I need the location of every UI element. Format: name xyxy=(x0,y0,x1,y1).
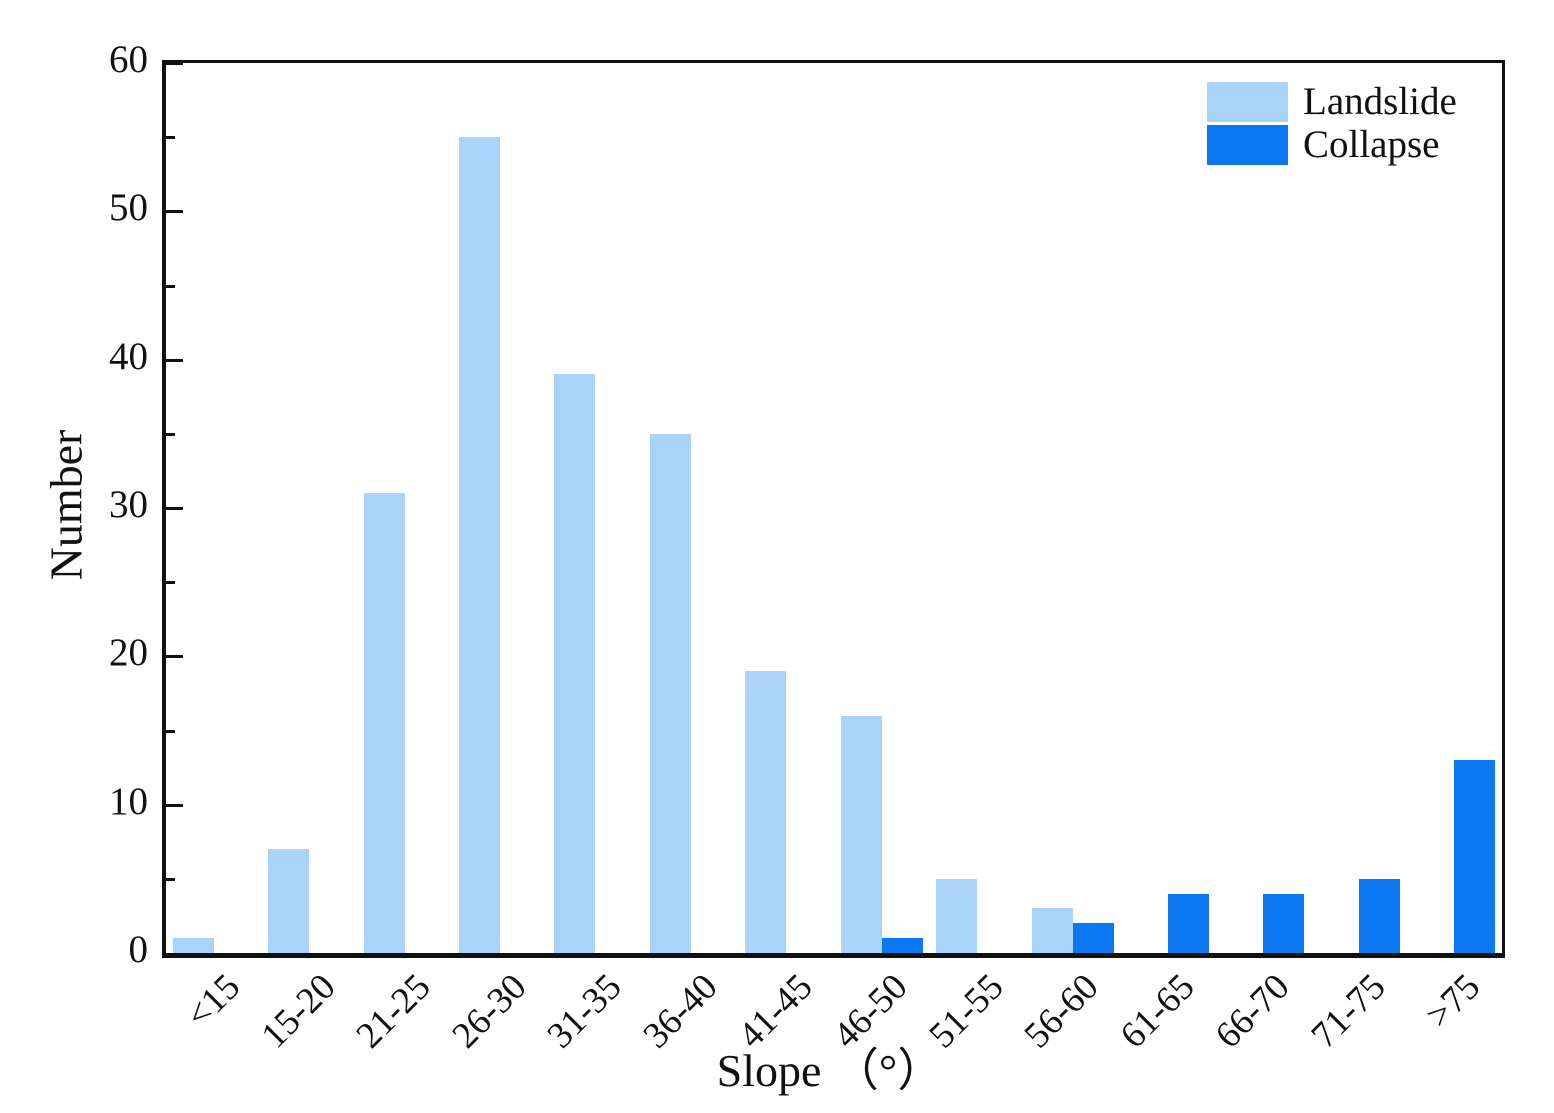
x-tick-label-71-75: 71-75 xyxy=(1303,966,1394,1057)
legend-label-collapse: Collapse xyxy=(1303,123,1440,166)
y-tick-label-60: 60 xyxy=(109,38,148,81)
y-tick-label-30: 30 xyxy=(109,483,148,526)
bar-landslide-<15 xyxy=(172,938,214,953)
legend-entry-landslide: Landslide xyxy=(1207,82,1457,122)
legend-swatch-collapse xyxy=(1207,125,1288,165)
y-tick-label-0: 0 xyxy=(128,928,149,971)
bar-collapse-61-65 xyxy=(1168,894,1209,953)
y-major-tick-40 xyxy=(166,358,183,362)
y-major-tick-30 xyxy=(166,507,183,510)
bar-landslide-21-25 xyxy=(363,493,405,953)
y-minor-tick-5 xyxy=(166,877,175,881)
y-minor-tick-15 xyxy=(166,729,175,733)
bar-landslide-26-30 xyxy=(459,137,500,953)
x-tick-label-15-20: 15-20 xyxy=(253,966,344,1057)
y-minor-tick-25 xyxy=(166,581,175,585)
plot-area xyxy=(162,60,1505,958)
bar-collapse-46-50 xyxy=(881,938,923,953)
bar-landslide-41-45 xyxy=(745,671,787,953)
bar-collapse-66-70 xyxy=(1263,894,1305,953)
x-tick-label-26-30: 26-30 xyxy=(444,966,535,1057)
y-minor-tick-35 xyxy=(166,432,175,436)
x-tick-label-56-60: 56-60 xyxy=(1016,966,1107,1057)
y-tick-label-20: 20 xyxy=(109,631,148,675)
x-tick-label->75: >75 xyxy=(1418,966,1489,1037)
bar-collapse->75 xyxy=(1454,760,1496,953)
y-major-tick-20 xyxy=(166,655,183,659)
x-tick-label-36-40: 36-40 xyxy=(635,966,726,1057)
y-major-tick-10 xyxy=(166,803,183,807)
bar-landslide-31-35 xyxy=(554,374,596,953)
x-tick-label-66-70: 66-70 xyxy=(1207,966,1298,1057)
legend-entry-collapse: Collapse xyxy=(1207,125,1457,165)
legend: Landslide Collapse xyxy=(1207,82,1457,168)
x-tick-label-21-25: 21-25 xyxy=(348,966,439,1057)
x-tick-label-31-35: 31-35 xyxy=(539,966,630,1057)
y-tick-label-10: 10 xyxy=(109,779,148,823)
y-major-tick-60 xyxy=(166,62,183,65)
bar-collapse-56-60 xyxy=(1072,923,1114,953)
x-axis-title: Slope （°） xyxy=(716,1045,944,1096)
x-tick-label-61-65: 61-65 xyxy=(1112,966,1203,1057)
legend-swatch-landslide xyxy=(1207,82,1288,122)
bar-landslide-56-60 xyxy=(1031,908,1073,953)
y-tick-label-50: 50 xyxy=(109,186,148,230)
x-tick-label-<15: <15 xyxy=(178,966,248,1037)
bar-collapse-71-75 xyxy=(1358,879,1400,953)
y-minor-tick-55 xyxy=(166,136,175,140)
bar-landslide-46-50 xyxy=(840,716,882,953)
y-minor-tick-45 xyxy=(166,284,175,288)
legend-label-landslide: Landslide xyxy=(1303,80,1457,123)
bar-landslide-15-20 xyxy=(268,849,310,953)
y-major-tick-50 xyxy=(166,210,183,214)
y-tick-label-40: 40 xyxy=(109,334,148,378)
bar-landslide-51-55 xyxy=(936,879,978,953)
bar-landslide-36-40 xyxy=(649,434,691,953)
